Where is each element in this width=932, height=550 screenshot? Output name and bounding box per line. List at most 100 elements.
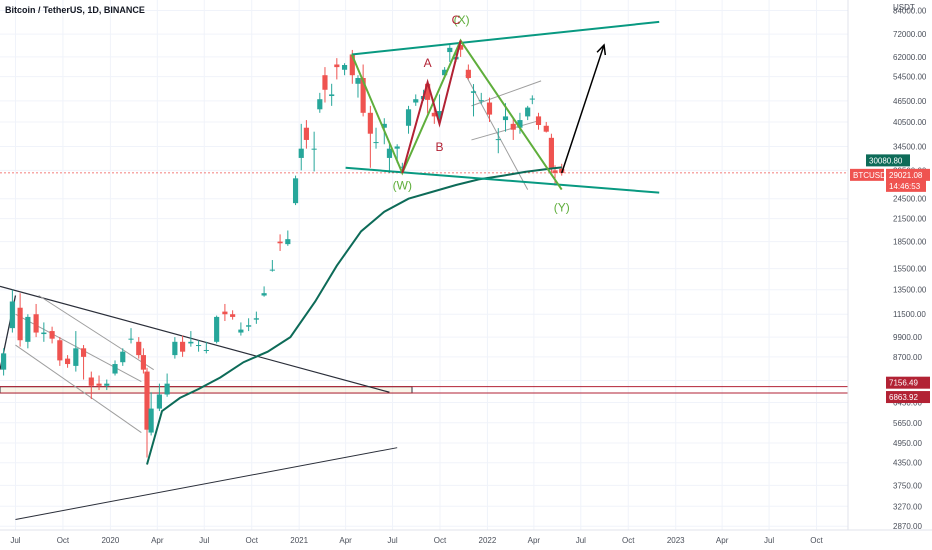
moving-average-line	[146, 166, 562, 465]
candle-body	[148, 408, 154, 433]
candle-body	[64, 358, 71, 365]
candle-body	[413, 99, 419, 103]
price-tick-label: 9900.00	[893, 333, 922, 342]
price-tick-label: 62000.00	[893, 53, 927, 62]
time-tick-label: Oct	[57, 536, 70, 545]
candle-body	[298, 148, 304, 158]
projection-arrow-head	[596, 43, 607, 56]
candle-body	[128, 338, 134, 340]
candle-body	[431, 112, 437, 117]
long-ascending-trendline	[15, 447, 398, 520]
candle-body	[360, 78, 366, 113]
candle-body	[49, 331, 55, 339]
time-tick-label: Jul	[764, 536, 774, 545]
wave-path-abc	[401, 40, 462, 174]
candle-body	[112, 364, 118, 374]
candle-body	[373, 142, 379, 144]
time-tick-label: Jul	[10, 536, 20, 545]
candle-body	[230, 314, 236, 317]
ma-value-tag: 30080.80	[869, 156, 903, 165]
candle-body	[502, 116, 509, 121]
moving-average	[146, 166, 562, 465]
gray-channel-line	[15, 344, 142, 433]
candle-body	[552, 170, 558, 173]
candle-body	[495, 139, 501, 141]
candle-body	[246, 325, 252, 327]
candle-body	[317, 99, 323, 110]
time-axis[interactable]: Jul Oct 2020 Apr Jul Oct 2021 Apr Jul Oct 2022 Apr J…	[10, 536, 823, 545]
candle-body	[399, 166, 405, 168]
candle-body	[73, 348, 79, 366]
candle-body	[9, 301, 15, 329]
candle-body	[292, 178, 299, 204]
wave-label: B	[435, 140, 443, 154]
last-price-tag-bg	[886, 168, 930, 181]
gray-channel-line	[471, 80, 542, 107]
wave-path-wxy	[350, 38, 563, 191]
candle-body	[543, 125, 549, 132]
price-tick-label: 84000.00	[893, 7, 927, 16]
wave-label: A	[424, 56, 432, 70]
candle-body	[447, 47, 453, 53]
ma-value-tag-bg	[866, 154, 910, 167]
time-tick-label: 2020	[101, 536, 119, 545]
price-tick-label: 72000.00	[893, 30, 927, 39]
price-tick-label: 2870.00	[893, 522, 922, 531]
price-tick-label: 46500.00	[893, 97, 927, 106]
price-tick-label: 21500.00	[893, 215, 927, 224]
time-tick-label: 2023	[667, 536, 685, 545]
price-tick-label: 8700.00	[893, 353, 922, 362]
time-tick-label: Apr	[339, 536, 352, 545]
price-tick-label: 3270.00	[893, 502, 922, 511]
candle-body	[57, 340, 63, 361]
candle-body	[529, 98, 535, 100]
candle-body	[253, 318, 259, 320]
candle-body	[341, 65, 348, 70]
candle-body	[238, 329, 244, 333]
price-tick-label: 24500.00	[893, 195, 927, 204]
channel-upper-line	[351, 20, 660, 56]
price-tick-label: 4350.00	[893, 459, 922, 468]
candle-body	[172, 341, 178, 356]
candle-body	[196, 345, 202, 347]
candle-body	[465, 69, 471, 79]
candle-body	[180, 341, 186, 352]
time-tick-label: 2022	[479, 536, 497, 545]
candle-body	[442, 69, 448, 76]
candle-body	[136, 341, 142, 356]
candle-body	[33, 314, 39, 333]
candle-body	[367, 112, 373, 134]
drawing-overlays	[345, 20, 660, 194]
candle-body	[156, 394, 162, 409]
candle-body	[120, 351, 126, 363]
time-tick-label: Oct	[810, 536, 823, 545]
price-tick-label: 18500.00	[893, 238, 927, 247]
price-tick-label: 40500.00	[893, 118, 927, 127]
candle-body	[381, 123, 387, 128]
candle-body	[510, 123, 516, 130]
candle-body	[311, 148, 317, 150]
candle-body	[140, 355, 146, 370]
time-tick-label: Apr	[716, 536, 729, 545]
time-tick-label: Apr	[528, 536, 541, 545]
time-axis-background	[0, 530, 932, 550]
time-tick-label: 2021	[290, 536, 308, 545]
time-tick-label: Jul	[576, 536, 586, 545]
candle-body	[303, 127, 309, 140]
candle-body	[548, 137, 554, 168]
price-tick-label: 15500.00	[893, 265, 927, 274]
candle-body	[96, 383, 102, 386]
price-tick-label: 13500.00	[893, 286, 927, 295]
symbol-tag-bg	[850, 168, 884, 181]
level-lower-tag-bg	[886, 391, 930, 404]
level-upper-tag: 7156.49	[889, 379, 918, 388]
gray-channel-line	[471, 119, 542, 141]
price-tick-label: 5650.00	[893, 419, 922, 428]
last-price-tag: 29021.08	[889, 171, 923, 180]
candles	[1, 41, 565, 458]
price-tick-label: 3750.00	[893, 481, 922, 490]
candle-body	[261, 293, 267, 296]
candle-body	[355, 78, 361, 84]
